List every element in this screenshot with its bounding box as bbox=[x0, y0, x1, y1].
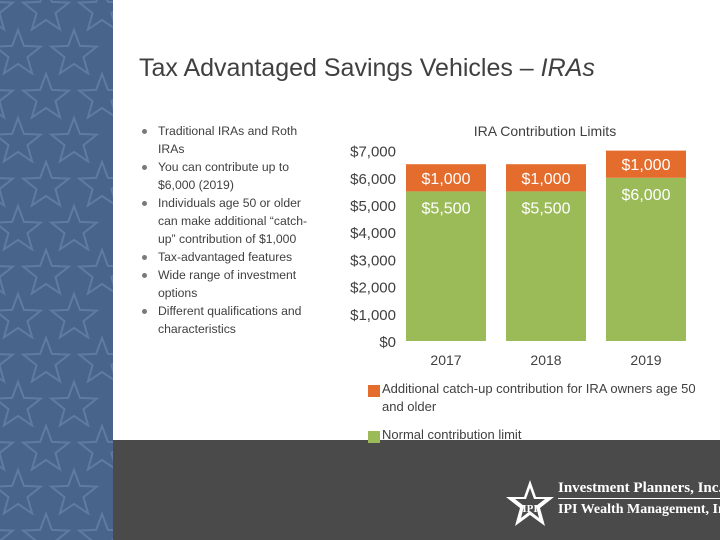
legend-label-normal: Normal contribution limit bbox=[382, 427, 522, 442]
legend-label-catch-up: Additional catch-up contribution for IRA… bbox=[382, 381, 696, 414]
bullet-item: Different qualifications and characteris… bbox=[138, 302, 318, 338]
legend-item-catch-up: Additional catch-up contribution for IRA… bbox=[368, 380, 708, 416]
pattern-star bbox=[20, 423, 72, 472]
pattern-star bbox=[20, 247, 72, 296]
pattern-star bbox=[76, 423, 113, 472]
pattern-star bbox=[76, 71, 113, 120]
pattern-star bbox=[48, 115, 100, 164]
slide-title-main: Tax Advantaged Savings Vehicles – bbox=[139, 54, 541, 82]
pattern-star bbox=[0, 353, 16, 384]
bullet-item: Wide range of investment options bbox=[138, 266, 318, 302]
pattern-star bbox=[76, 0, 113, 32]
data-label-normal-2018: $5,500 bbox=[522, 200, 571, 217]
pattern-star bbox=[48, 203, 100, 252]
y-tick-label: $2,000 bbox=[350, 280, 396, 297]
chart-title: IRA Contribution Limits bbox=[473, 123, 617, 139]
pattern-star bbox=[0, 177, 16, 208]
pattern-star bbox=[20, 159, 72, 208]
x-tick-label-2019: 2019 bbox=[630, 352, 661, 368]
company-logo: IPI Investment Planners, Inc. IPI Wealth… bbox=[505, 478, 720, 528]
slide-title: Tax Advantaged Savings Vehicles – IRAs bbox=[139, 54, 595, 83]
pattern-star bbox=[48, 467, 100, 516]
y-tick-label: $5,000 bbox=[350, 198, 396, 215]
star-logo-icon: IPI bbox=[506, 480, 554, 526]
pattern-star bbox=[0, 203, 44, 252]
legend-item-normal: Normal contribution limit bbox=[368, 426, 708, 444]
logo-line-2: IPI Wealth Management, Inc. bbox=[558, 498, 720, 518]
pattern-star bbox=[0, 27, 44, 76]
data-label-catch-up-2017: $1,000 bbox=[422, 171, 471, 188]
logo-mark-text: IPI bbox=[522, 503, 537, 515]
pattern-star bbox=[0, 265, 16, 296]
pattern-star bbox=[0, 379, 44, 428]
star-pattern bbox=[0, 0, 113, 540]
pattern-star bbox=[76, 335, 113, 384]
bullet-list: Traditional IRAs and Roth IRAs You can c… bbox=[138, 122, 318, 338]
y-tick-label: $6,000 bbox=[350, 171, 396, 188]
data-label-catch-up-2019: $1,000 bbox=[622, 157, 671, 174]
pattern-star bbox=[0, 115, 44, 164]
bar-catch-up-2017 bbox=[406, 164, 486, 192]
bullet-item: Traditional IRAs and Roth IRAs bbox=[138, 122, 318, 158]
x-tick-label-2017: 2017 bbox=[430, 352, 461, 368]
pattern-star bbox=[48, 291, 100, 340]
y-tick-label: $1,000 bbox=[350, 307, 396, 324]
chart-legend: Additional catch-up contribution for IRA… bbox=[368, 380, 708, 444]
bar-normal-2018 bbox=[506, 191, 586, 341]
bullet-item: Individuals age 50 or older can make add… bbox=[138, 194, 318, 248]
pattern-star bbox=[0, 467, 44, 516]
logo-line-1: Investment Planners, Inc. bbox=[558, 480, 720, 496]
bar-catch-up-2019 bbox=[606, 150, 686, 178]
pattern-star bbox=[0, 1, 16, 32]
bullet-item: Tax-advantaged features bbox=[138, 248, 318, 266]
pattern-star bbox=[20, 511, 72, 540]
y-tick-label: $7,000 bbox=[350, 144, 396, 161]
pattern-star bbox=[76, 247, 113, 296]
bullet-item: You can contribute up to $6,000 (2019) bbox=[138, 158, 318, 194]
pattern-star bbox=[20, 0, 72, 32]
bar-normal-2017 bbox=[406, 191, 486, 341]
data-label-normal-2017: $5,500 bbox=[422, 200, 471, 217]
pattern-star bbox=[76, 511, 113, 540]
pattern-star bbox=[0, 441, 16, 472]
bar-catch-up-2018 bbox=[506, 164, 586, 192]
y-tick-label: $0 bbox=[379, 334, 396, 351]
y-tick-label: $3,000 bbox=[350, 252, 396, 269]
contribution-chart: $0 $1,000 $2,000 $3,000 $4,000 $5,000 $6,000 $7… bbox=[350, 144, 686, 368]
pattern-star bbox=[0, 529, 16, 540]
pattern-star bbox=[0, 291, 44, 340]
pattern-star bbox=[48, 27, 100, 76]
pattern-star bbox=[0, 89, 16, 120]
pattern-star bbox=[76, 159, 113, 208]
data-label-catch-up-2018: $1,000 bbox=[522, 171, 571, 188]
data-label-normal-2019: $6,000 bbox=[622, 187, 671, 204]
pattern-star bbox=[20, 335, 72, 384]
legend-swatch-catch-up bbox=[368, 385, 380, 397]
decorative-star-sidebar bbox=[0, 0, 113, 540]
footer-bar bbox=[113, 440, 720, 540]
pattern-star bbox=[20, 71, 72, 120]
slide-title-italic: IRAs bbox=[540, 54, 595, 82]
bar-normal-2019 bbox=[606, 177, 686, 341]
y-tick-label: $4,000 bbox=[350, 225, 396, 242]
x-tick-label-2018: 2018 bbox=[530, 352, 561, 368]
legend-swatch-normal bbox=[368, 431, 380, 443]
pattern-star bbox=[48, 379, 100, 428]
